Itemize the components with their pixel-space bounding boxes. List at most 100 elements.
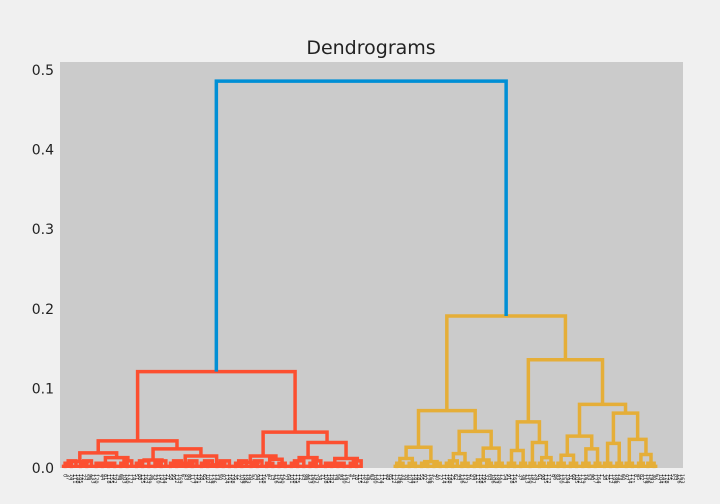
dendrogram-link	[281, 464, 289, 469]
x-leaf-label: 157	[561, 474, 567, 484]
x-leaf-label: 191	[195, 474, 201, 484]
dendrogram-link	[97, 462, 114, 466]
x-leaf-label: 196	[396, 474, 402, 484]
dendrogram-link	[297, 455, 319, 461]
dendrogram-link	[326, 462, 343, 466]
x-leaf-label: 95	[170, 474, 176, 480]
x-leaf-label: 99	[455, 474, 461, 480]
dendrogram-link	[511, 464, 518, 469]
dendrogram-link	[556, 461, 566, 467]
dendrogram-link	[328, 464, 335, 469]
x-leaf-label: 148	[74, 474, 80, 484]
x-leaf-label: 155	[108, 474, 114, 484]
x-leaf-label: 94	[254, 474, 260, 480]
dendrogram-link	[157, 464, 165, 469]
x-leaf-label: 66	[117, 474, 123, 480]
x-leaf-label: 81	[102, 474, 108, 480]
x-leaf-label: 140	[124, 474, 130, 484]
x-leaf-label: 85	[387, 474, 393, 480]
x-leaf-label: 168	[260, 474, 266, 484]
dendrogram-link	[622, 464, 630, 469]
x-leaf-label: 89	[672, 474, 678, 480]
dendrogram-link	[567, 464, 574, 469]
x-leaf-label: 64	[285, 474, 291, 480]
x-leaf-label: 164	[595, 474, 601, 484]
x-leaf-label: 47	[468, 474, 474, 480]
x-leaf-label: 193	[647, 474, 653, 484]
x-leaf-label: 136	[458, 474, 464, 484]
x-leaf-label: 34	[316, 474, 322, 480]
x-leaf-label: 50	[217, 474, 223, 480]
x-leaf-label: 36	[148, 474, 154, 480]
dendrogram-link	[424, 464, 432, 469]
dendrogram-link	[306, 464, 314, 469]
x-leaf-label: 69	[486, 474, 492, 480]
x-leaf-label: 132	[173, 474, 179, 484]
dendrogram-link	[167, 464, 174, 469]
dendrogram-link	[340, 464, 348, 469]
x-leaf-label: 113	[523, 474, 529, 484]
x-leaf-label: 57	[251, 474, 257, 480]
x-leaf-label: 3	[430, 474, 436, 477]
dendrogram-link	[650, 464, 658, 469]
dendrogram-link	[573, 464, 580, 469]
dendrogram-link	[153, 461, 163, 467]
dendrogram-link	[585, 464, 593, 469]
x-leaf-label: 145	[325, 474, 331, 484]
x-leaf-label: 28	[198, 474, 204, 480]
dendrogram-link	[593, 461, 602, 468]
x-leaf-label: 38	[601, 474, 607, 480]
x-leaf-label: 185	[77, 474, 83, 484]
x-leaf-label: 150	[527, 474, 533, 484]
x-leaf-label: 48	[384, 474, 390, 480]
dendrogram-link	[254, 464, 261, 469]
dendrogram-link	[399, 464, 407, 469]
dendrogram-link	[226, 464, 233, 469]
dendrogram-link	[460, 461, 470, 467]
dendrogram-link	[636, 461, 645, 468]
x-leaf-label: 190	[279, 474, 285, 484]
x-leaf-label: 45	[635, 474, 641, 480]
x-leaf-label: 198	[229, 474, 235, 484]
dendrogram-link	[300, 464, 308, 469]
dendrogram-link	[506, 461, 517, 467]
dendrogram-link	[404, 445, 433, 462]
x-leaf-label: 1	[598, 474, 604, 477]
x-leaf-label: 174	[378, 474, 384, 484]
dendrogram-link	[183, 454, 219, 465]
x-leaf-label: 20	[248, 474, 254, 480]
x-leaf-label: 143	[492, 474, 498, 484]
x-leaf-label: 159	[393, 474, 399, 484]
y-tick-label: 0.3	[32, 222, 54, 238]
y-tick-label: 0.0	[32, 461, 54, 477]
dendrogram-link	[436, 464, 444, 469]
x-leaf-label: 116	[272, 474, 278, 484]
x-leaf-label: 100	[372, 474, 378, 484]
x-leaf-label: 171	[629, 474, 635, 484]
x-leaf-label: 16	[582, 474, 588, 480]
dendrogram-link	[635, 464, 642, 469]
x-leaf-label: 61	[536, 474, 542, 480]
x-leaf-label: 126	[675, 474, 681, 484]
dendrogram-link	[613, 464, 621, 469]
dendrogram-link	[248, 454, 278, 463]
x-leaf-label: 80	[186, 474, 192, 480]
dendrogram-link	[247, 464, 255, 469]
x-leaf-label: 18	[415, 474, 421, 480]
dendrogram-link	[611, 411, 640, 444]
dendrogram-link	[519, 461, 528, 468]
dendrogram-link	[289, 461, 300, 467]
x-leaf-label: 93	[337, 474, 343, 480]
x-leaf-label: 51	[133, 474, 139, 480]
dendrogram-link	[233, 461, 244, 467]
x-leaf-label: 163	[678, 474, 684, 484]
dendrogram-link	[629, 464, 636, 469]
dendrogram-link	[483, 464, 490, 469]
dendrogram-link	[494, 461, 504, 467]
dendrogram-link	[605, 441, 621, 464]
x-leaf-label: 137	[375, 474, 381, 484]
x-leaf-label: 87	[220, 474, 226, 480]
dendrogram-link	[77, 464, 84, 469]
x-leaf-label: 111	[71, 474, 77, 484]
dendrogram-link	[443, 464, 450, 469]
